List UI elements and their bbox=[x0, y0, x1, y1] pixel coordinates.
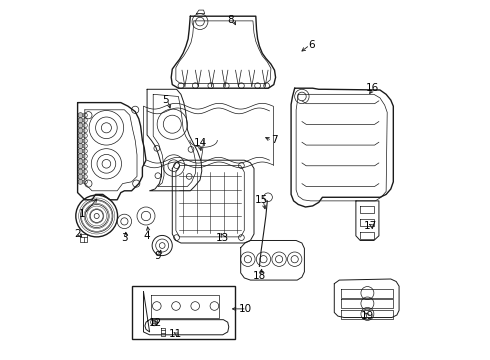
Text: 9: 9 bbox=[154, 251, 161, 261]
Text: 12: 12 bbox=[148, 318, 162, 328]
Text: 2: 2 bbox=[74, 229, 81, 239]
Text: 19: 19 bbox=[361, 311, 374, 321]
Text: 5: 5 bbox=[162, 95, 169, 105]
Text: 3: 3 bbox=[121, 233, 127, 243]
Circle shape bbox=[78, 138, 83, 143]
Text: 18: 18 bbox=[253, 271, 266, 282]
Text: 17: 17 bbox=[364, 221, 377, 231]
Circle shape bbox=[78, 113, 83, 118]
Text: 16: 16 bbox=[366, 83, 379, 93]
Text: 1: 1 bbox=[79, 209, 85, 219]
Text: 13: 13 bbox=[216, 233, 229, 243]
Circle shape bbox=[78, 133, 83, 138]
Circle shape bbox=[78, 179, 83, 184]
Text: 10: 10 bbox=[239, 304, 252, 314]
Text: 6: 6 bbox=[309, 40, 315, 50]
Text: 4: 4 bbox=[144, 231, 150, 241]
Circle shape bbox=[78, 128, 83, 133]
Circle shape bbox=[78, 118, 83, 123]
Bar bbox=[132, 286, 235, 339]
Text: 8: 8 bbox=[228, 15, 234, 25]
Circle shape bbox=[78, 169, 83, 174]
Text: 15: 15 bbox=[255, 195, 269, 205]
Circle shape bbox=[78, 174, 83, 179]
Circle shape bbox=[78, 164, 83, 169]
Circle shape bbox=[78, 143, 83, 148]
Text: 7: 7 bbox=[271, 135, 277, 145]
Text: 14: 14 bbox=[194, 138, 207, 148]
Circle shape bbox=[78, 123, 83, 128]
Circle shape bbox=[78, 159, 83, 164]
Circle shape bbox=[152, 320, 156, 324]
Text: 11: 11 bbox=[169, 329, 182, 339]
Circle shape bbox=[78, 154, 83, 159]
Circle shape bbox=[78, 149, 83, 154]
